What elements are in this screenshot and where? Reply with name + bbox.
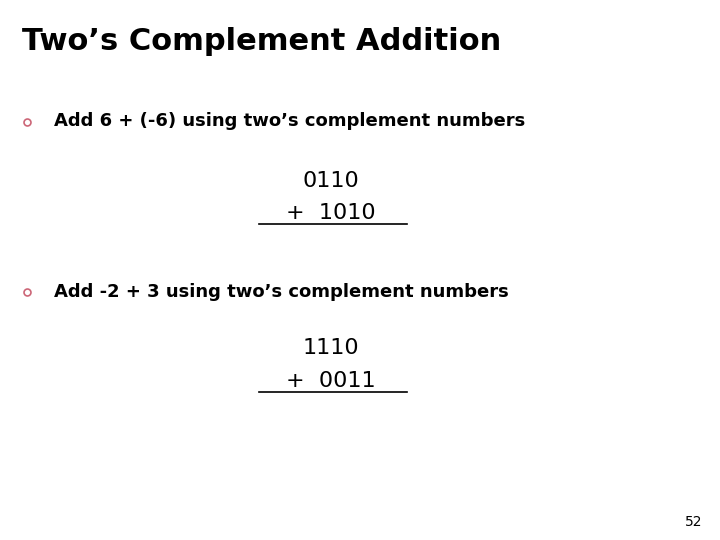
Text: Two’s Complement Addition: Two’s Complement Addition	[22, 27, 501, 56]
Text: 1110: 1110	[303, 338, 359, 359]
Text: +  1010: + 1010	[287, 203, 376, 224]
Text: +  0011: + 0011	[287, 370, 376, 391]
Text: 0110: 0110	[303, 171, 359, 191]
Text: 52: 52	[685, 515, 702, 529]
Text: Add -2 + 3 using two’s complement numbers: Add -2 + 3 using two’s complement number…	[54, 282, 509, 301]
Text: Add 6 + (-6) using two’s complement numbers: Add 6 + (-6) using two’s complement numb…	[54, 112, 526, 131]
